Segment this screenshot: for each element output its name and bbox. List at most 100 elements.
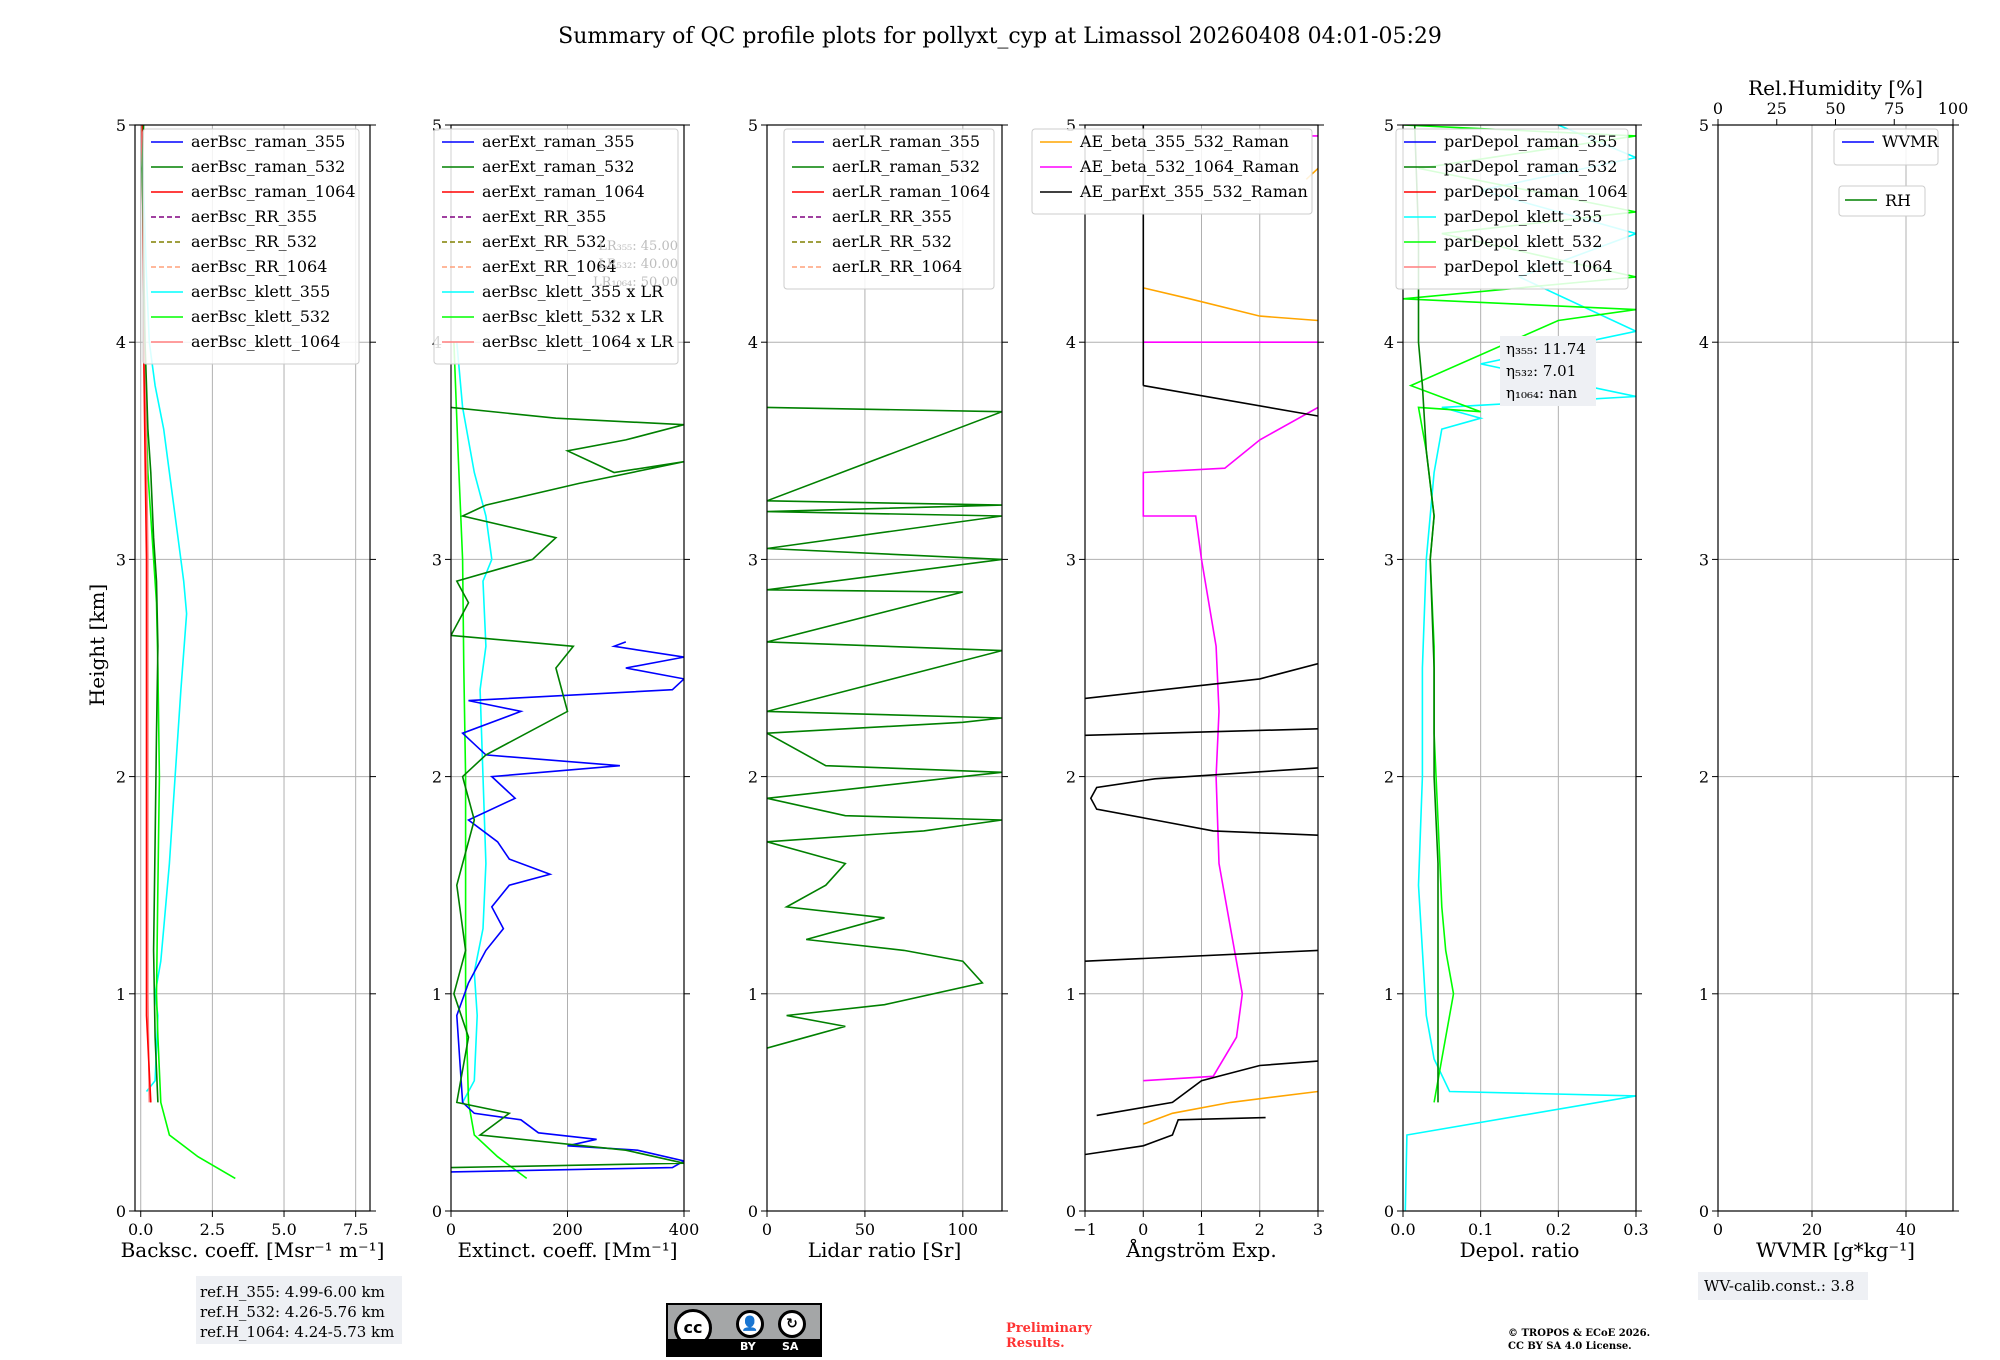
legend-label: aerExt_raman_1064 bbox=[482, 182, 645, 201]
legend-box bbox=[1395, 128, 1629, 290]
lr-annotation: LR₃₅₅: 45.00 bbox=[598, 239, 678, 254]
ref-height-1064: ref.H_1064: 4.24-5.73 km bbox=[200, 1323, 395, 1341]
y-tick-label: 0 bbox=[748, 1202, 758, 1221]
y-tick-label: 2 bbox=[116, 768, 126, 787]
x-tick-label: 2.5 bbox=[200, 1220, 225, 1239]
y-tick-label: 3 bbox=[1384, 550, 1394, 569]
y-tick-label: 4 bbox=[1384, 333, 1394, 352]
y-tick-label: 5 bbox=[432, 116, 442, 135]
lr-annotation: LR₁₀₆₄: 50.00 bbox=[593, 275, 678, 290]
legend-label: parDepol_klett_1064 bbox=[1444, 257, 1613, 276]
legend-label: aerBsc_klett_355 x LR bbox=[482, 282, 664, 301]
x-tick-label: 0.0 bbox=[1390, 1220, 1415, 1239]
y-tick-label: 4 bbox=[1066, 333, 1076, 352]
series-aerLR_raman_532 bbox=[767, 406, 1002, 1049]
legend-label: aerExt_raman_355 bbox=[482, 132, 635, 151]
legend-label: parDepol_raman_1064 bbox=[1444, 182, 1628, 201]
legend-depolarization: parDepol_raman_355 parDepol_raman_532 parD… bbox=[1395, 128, 1629, 290]
x-tick-label: 0 bbox=[1713, 1220, 1723, 1239]
y-tick-label: 3 bbox=[116, 550, 126, 569]
legend-label: aerBsc_klett_355 bbox=[191, 282, 330, 301]
legend-label: aerLR_raman_532 bbox=[832, 157, 980, 176]
x-tick-label: 3 bbox=[1313, 1220, 1323, 1239]
x-tick-label: 0 bbox=[446, 1220, 456, 1239]
cc-sa-label: SA bbox=[782, 1340, 799, 1353]
cc-license-bar: BY SA bbox=[668, 1339, 820, 1355]
y-tick-label: 5 bbox=[748, 116, 758, 135]
legend-label: AE_parExt_355_532_Raman bbox=[1079, 182, 1308, 201]
x-tick-label: 0.3 bbox=[1623, 1220, 1648, 1239]
x-axis-label: WVMR [g*kg⁻¹] bbox=[1756, 1238, 1915, 1262]
legend-label: parDepol_raman_355 bbox=[1444, 132, 1617, 151]
panels: 0.0 2.5 5.0 7.5 0 1 2 3 4 5 Backsc. coeff. [Msr⁻¹ … bbox=[116, 76, 1968, 1262]
y-tick-label: 4 bbox=[748, 333, 758, 352]
x-tick-label: 0.1 bbox=[1468, 1220, 1493, 1239]
x-tick-label: 100 bbox=[948, 1220, 979, 1239]
ref-height-355: ref.H_355: 4.99-6.00 km bbox=[200, 1283, 385, 1301]
top-x-tick-label: 50 bbox=[1825, 99, 1845, 118]
y-tick-label: 3 bbox=[1699, 550, 1709, 569]
reference-height-box: ref.H_355: 4.99-6.00 km ref.H_532: 4.26-… bbox=[196, 1276, 402, 1344]
y-tick-label: 3 bbox=[432, 550, 442, 569]
legend-label: aerBsc_klett_532 bbox=[191, 307, 330, 326]
y-tick-label: 4 bbox=[1699, 333, 1709, 352]
x-axis-label: Depol. ratio bbox=[1460, 1238, 1580, 1262]
x-tick-label: 2 bbox=[1255, 1220, 1265, 1239]
y-tick-label: 0 bbox=[116, 1202, 126, 1221]
series-AE_beta_355_532_Raman bbox=[1143, 167, 1318, 1125]
x-tick-label: 0 bbox=[762, 1220, 772, 1239]
y-tick-label: 2 bbox=[1699, 768, 1709, 787]
copyright-line-1: © TROPOS & ECoE 2026. bbox=[1508, 1328, 1651, 1339]
share-alike-icon: ↻ bbox=[778, 1310, 806, 1338]
series-aerExt_raman_532 bbox=[451, 406, 684, 1169]
x-tick-label: 40 bbox=[1896, 1220, 1916, 1239]
series-aerExt_raman_355 bbox=[451, 641, 684, 1173]
y-tick-label: 3 bbox=[748, 550, 758, 569]
legend-label: aerLR_raman_355 bbox=[832, 132, 980, 151]
plot-frame bbox=[1717, 124, 1954, 1212]
panel-lidar_ratio: 0 50 100 0 1 2 3 4 5 Lidar ratio [Sr] aerLR_raman_… bbox=[748, 116, 1008, 1262]
plot-frame bbox=[766, 124, 1003, 1212]
legend-label: aerLR_RR_1064 bbox=[832, 257, 962, 276]
legend-backscatter: aerBsc_raman_355 aerBsc_raman_532 aerBsc_r… bbox=[142, 128, 360, 365]
legend-box bbox=[1833, 128, 1939, 166]
legend-label: RH bbox=[1885, 191, 1911, 210]
legend-box bbox=[1031, 128, 1313, 215]
y-tick-label: 1 bbox=[748, 985, 758, 1004]
cc-by-label: BY bbox=[740, 1340, 756, 1353]
legend-box bbox=[433, 128, 679, 365]
x-axis-label: Backsc. coeff. [Msr⁻¹ m⁻¹] bbox=[121, 1238, 385, 1262]
legend-label: WVMR bbox=[1882, 132, 1939, 151]
legend-label: parDepol_klett_355 bbox=[1444, 207, 1602, 226]
y-tick-label: 5 bbox=[1066, 116, 1076, 135]
legend-label: parDepol_klett_532 bbox=[1444, 232, 1602, 251]
plot-frame bbox=[134, 124, 371, 1212]
x-tick-label: 5.0 bbox=[271, 1220, 296, 1239]
legend-extinction: aerExt_raman_355 aerExt_raman_532 aerExt_r… bbox=[433, 128, 679, 365]
y-tick-label: 5 bbox=[116, 116, 126, 135]
legend-label: aerBsc_klett_1064 x LR bbox=[482, 332, 674, 351]
y-tick-label: 1 bbox=[116, 985, 126, 1004]
legend-lidar_ratio: aerLR_raman_355 aerLR_raman_532 aerLR_rama… bbox=[783, 128, 995, 290]
x-tick-label: 1 bbox=[1196, 1220, 1206, 1239]
panel-backscatter: 0.0 2.5 5.0 7.5 0 1 2 3 4 5 Backsc. coeff. [Msr⁻¹ … bbox=[116, 116, 385, 1262]
legend-box bbox=[783, 128, 995, 290]
panel-extinction: 0200400012345Extinct. coeff. [Mm⁻¹]aerEx… bbox=[432, 116, 699, 1262]
legend-box bbox=[1838, 185, 1926, 217]
legend-label: aerBsc_raman_532 bbox=[191, 157, 345, 176]
x-axis-label: Lidar ratio [Sr] bbox=[808, 1238, 962, 1262]
legend-label: aerLR_RR_355 bbox=[832, 207, 952, 226]
x-tick-label: 0.0 bbox=[128, 1220, 153, 1239]
plot-frame bbox=[1402, 124, 1637, 1212]
legend-label: aerBsc_RR_532 bbox=[191, 232, 317, 251]
legend-label: AE_beta_355_532_Raman bbox=[1079, 132, 1289, 151]
series-aerBsc_klett_355 x LR bbox=[456, 342, 493, 1103]
y-tick-label: 2 bbox=[1384, 768, 1394, 787]
copyright-line-2: CC BY SA 4.0 License. bbox=[1508, 1341, 1632, 1352]
legend-label: parDepol_raman_532 bbox=[1444, 157, 1617, 176]
legend-label: aerBsc_RR_1064 bbox=[191, 257, 327, 276]
legend-label: aerExt_RR_532 bbox=[482, 232, 606, 251]
y-tick-label: 4 bbox=[116, 333, 126, 352]
eta-text: η₅₃₂: 7.01 bbox=[1506, 362, 1576, 380]
lr-annotation: LR₅₃₂: 40.00 bbox=[598, 257, 678, 272]
